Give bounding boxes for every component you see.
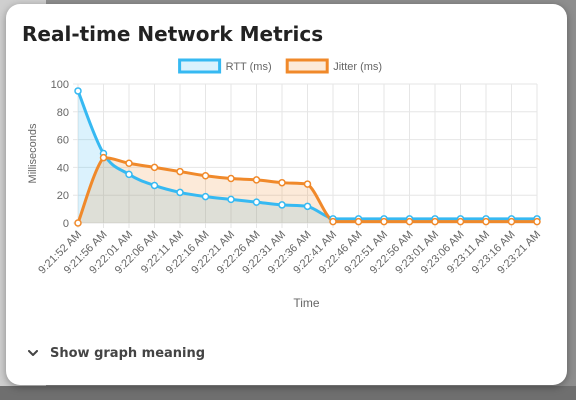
data-point bbox=[150, 181, 159, 190]
data-point bbox=[354, 217, 363, 226]
data-point bbox=[125, 159, 133, 167]
legend-label-1: Jitter (ms) bbox=[333, 61, 382, 73]
data-point bbox=[431, 217, 439, 226]
y-tick-label: 0 bbox=[63, 218, 69, 230]
data-point bbox=[278, 201, 286, 209]
show-graph-meaning-toggle[interactable]: Show graph meaning bbox=[28, 346, 205, 361]
legend-label-0: RTT (ms) bbox=[226, 61, 272, 73]
data-point bbox=[99, 153, 108, 162]
data-point bbox=[405, 217, 414, 226]
data-point bbox=[227, 174, 235, 183]
background-page-footer bbox=[0, 386, 576, 400]
data-point bbox=[329, 217, 337, 226]
data-point bbox=[303, 180, 312, 188]
data-point bbox=[380, 217, 388, 226]
data-point bbox=[456, 217, 465, 226]
x-axis-title: Time bbox=[293, 296, 320, 310]
y-tick-label: 20 bbox=[57, 190, 69, 202]
data-point bbox=[74, 87, 82, 95]
data-point bbox=[201, 171, 210, 180]
data-point bbox=[507, 217, 516, 226]
data-point bbox=[252, 176, 261, 184]
data-point bbox=[176, 188, 184, 197]
legend-swatch-1 bbox=[285, 58, 329, 74]
data-point bbox=[278, 178, 286, 187]
card-title: Real-time Network Metrics bbox=[22, 22, 324, 46]
data-point bbox=[227, 195, 235, 204]
data-point bbox=[125, 170, 133, 179]
y-tick-label: 40 bbox=[57, 162, 69, 174]
data-point bbox=[303, 202, 312, 211]
series-area-0 bbox=[78, 90, 537, 223]
data-point bbox=[150, 163, 159, 172]
y-tick-label: 100 bbox=[51, 79, 69, 91]
data-point bbox=[201, 192, 210, 201]
toggle-label: Show graph meaning bbox=[50, 346, 206, 361]
data-point bbox=[176, 167, 184, 176]
y-tick-label: 60 bbox=[57, 135, 69, 147]
data-point bbox=[482, 217, 490, 226]
y-axis-title: Milliseconds bbox=[27, 123, 39, 183]
y-tick-label: 80 bbox=[57, 107, 69, 119]
chevron-down-icon bbox=[28, 350, 38, 356]
data-point bbox=[252, 198, 261, 206]
metrics-card: Real-time Network Metrics 0 20 40 60 80 100 9:… bbox=[6, 4, 567, 385]
data-point bbox=[533, 217, 541, 226]
data-point bbox=[74, 219, 82, 227]
legend-swatch-0 bbox=[178, 58, 222, 74]
